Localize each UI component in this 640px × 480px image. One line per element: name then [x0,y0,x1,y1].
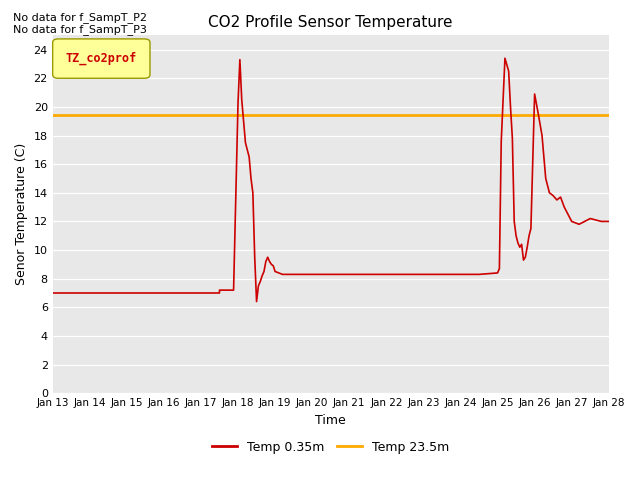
Legend: Temp 0.35m, Temp 23.5m: Temp 0.35m, Temp 23.5m [207,435,454,458]
Y-axis label: Senor Temperature (C): Senor Temperature (C) [15,143,28,286]
FancyBboxPatch shape [52,39,150,78]
Text: No data for f_SampT_P2: No data for f_SampT_P2 [13,12,147,23]
Title: CO2 Profile Sensor Temperature: CO2 Profile Sensor Temperature [209,15,453,30]
X-axis label: Time: Time [316,414,346,427]
Text: No data for f_SampT_P3: No data for f_SampT_P3 [13,24,147,35]
Text: TZ_co2prof: TZ_co2prof [65,52,137,65]
